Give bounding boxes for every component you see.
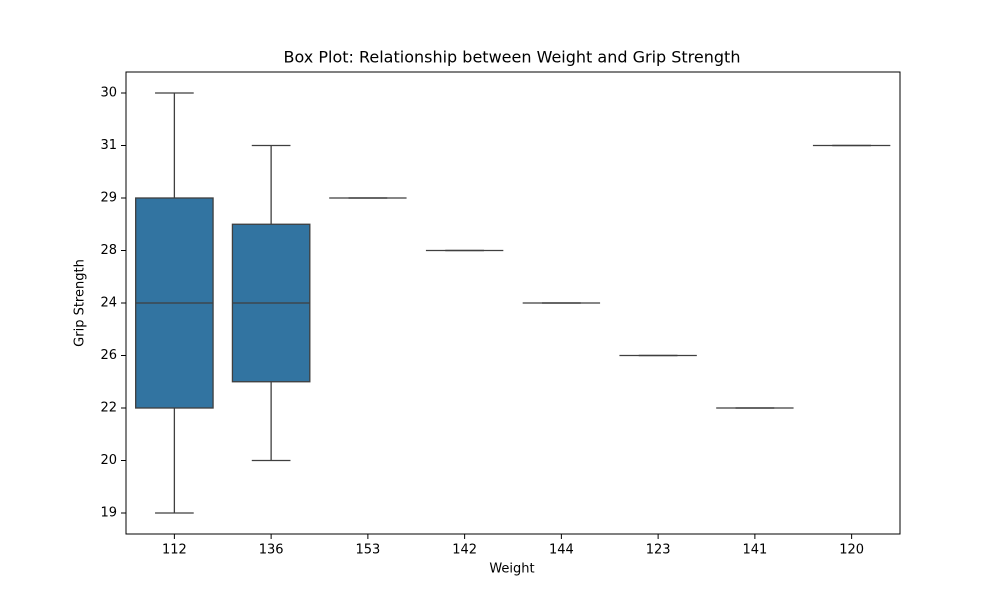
y-tick-label: 31 — [100, 138, 117, 153]
y-tick-label: 22 — [100, 401, 117, 416]
y-tick-label: 19 — [100, 506, 117, 521]
y-tick-label: 30 — [100, 86, 117, 101]
y-tick-label: 24 — [100, 296, 117, 311]
x-tick-label: 142 — [452, 543, 477, 558]
x-tick-label: 136 — [259, 543, 284, 558]
plot-frame — [125, 71, 901, 535]
y-tick-label: 29 — [100, 191, 117, 206]
chart-title: Box Plot: Relationship between Weight an… — [284, 48, 741, 67]
x-tick-label: 112 — [162, 543, 187, 558]
y-tick-label: 20 — [100, 453, 117, 468]
x-tick-label: 144 — [549, 543, 574, 558]
x-tick-label: 120 — [839, 543, 864, 558]
y-tick-label: 28 — [100, 243, 117, 258]
x-axis-label: Weight — [489, 562, 534, 577]
x-tick-label: 123 — [646, 543, 671, 558]
y-axis-label: Grip Strength — [73, 259, 88, 347]
x-tick-label: 141 — [742, 543, 767, 558]
x-tick-label: 153 — [355, 543, 380, 558]
y-tick-label: 26 — [100, 348, 117, 363]
